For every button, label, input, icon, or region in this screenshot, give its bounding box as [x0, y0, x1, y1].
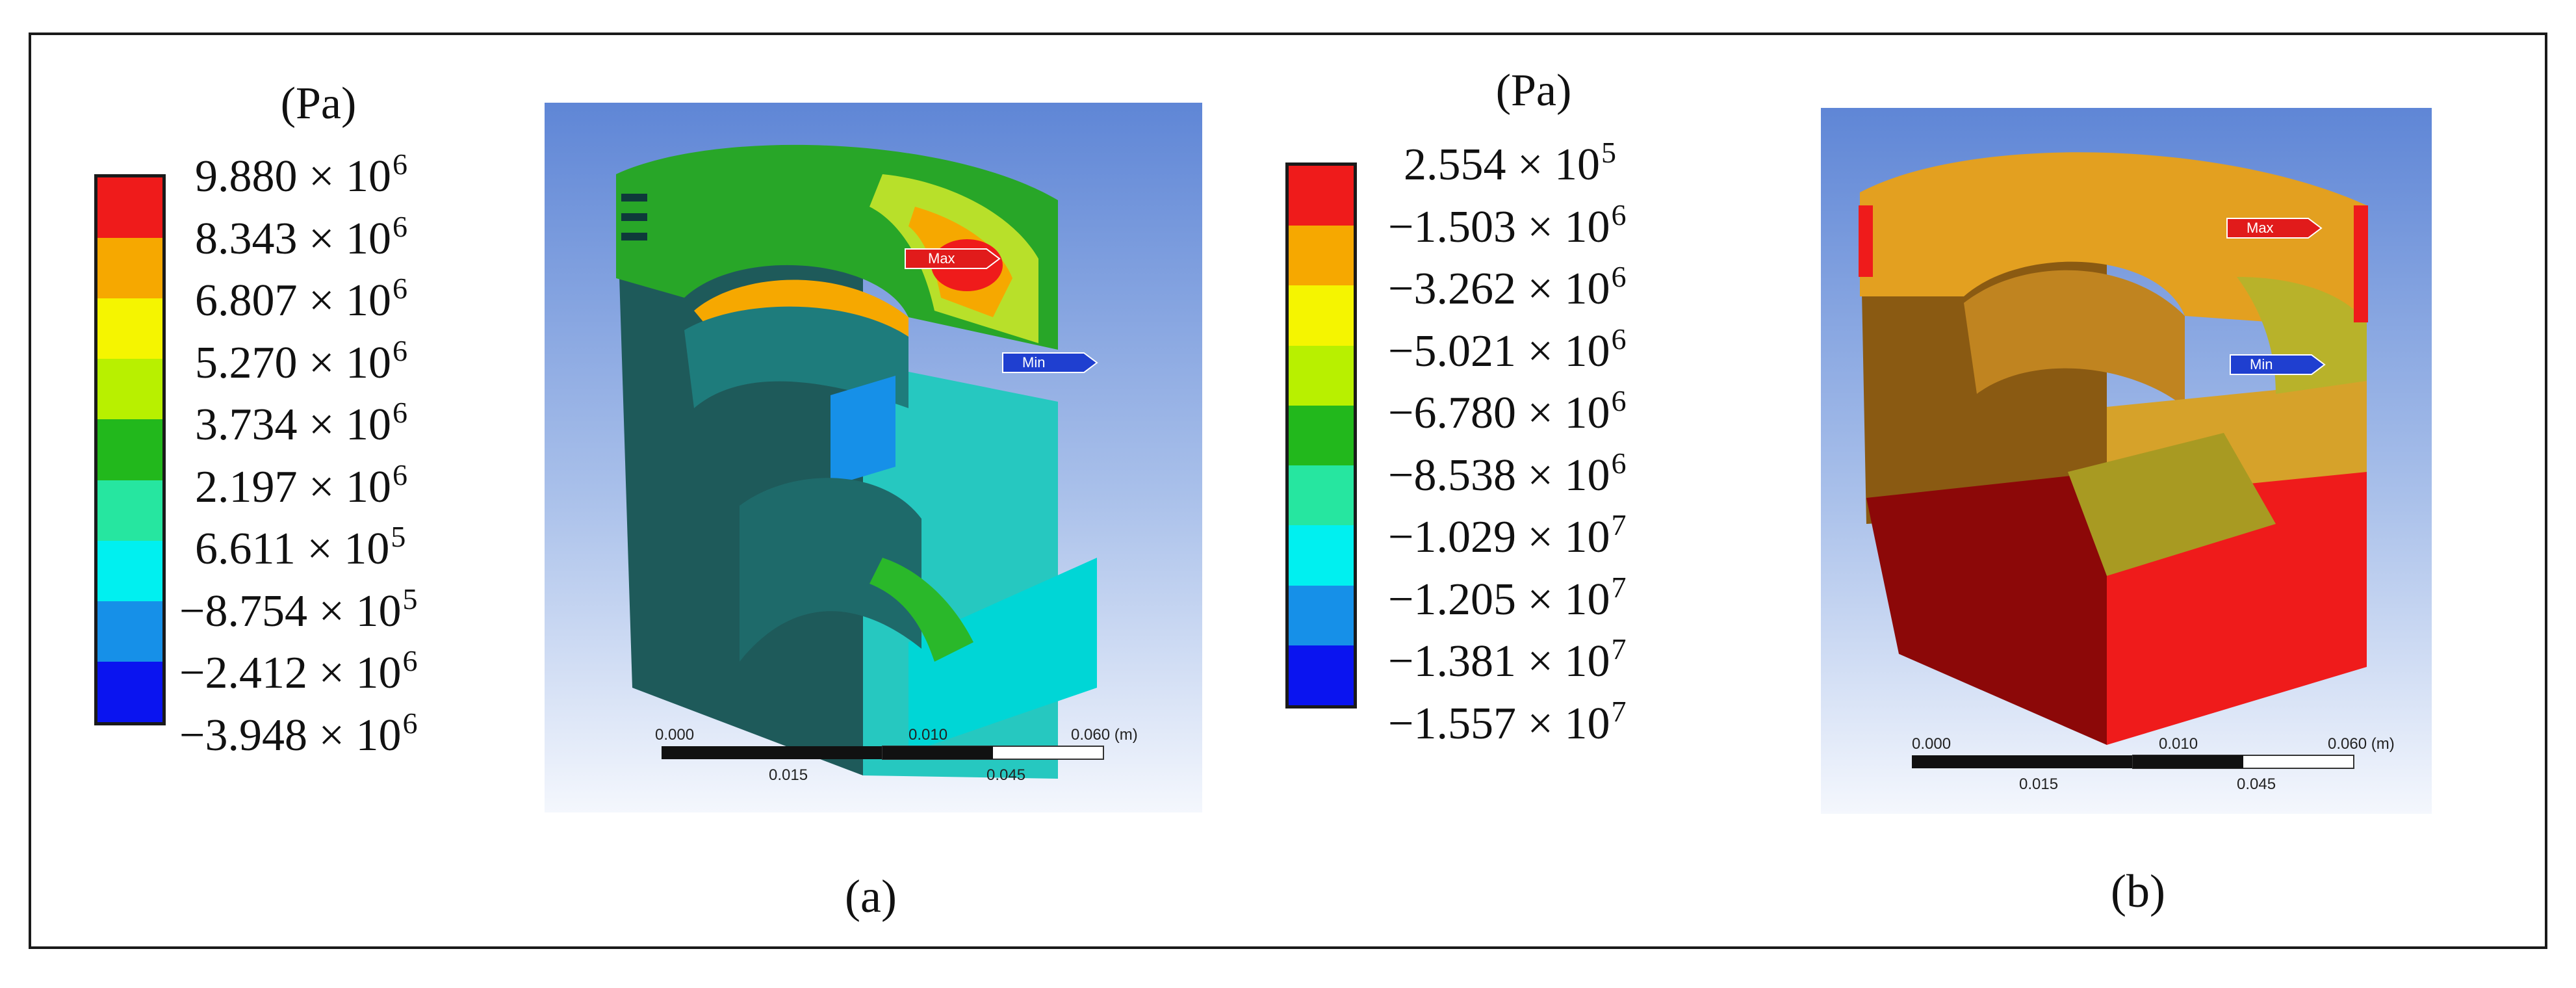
colorbar-swatch: [1289, 226, 1354, 286]
colorbar-swatch: [1289, 645, 1354, 705]
scale-tick-0: 0.000: [1912, 735, 1951, 753]
scale-tick-045: 0.045: [2237, 775, 2276, 793]
legend-label: 5.270 × 106: [195, 333, 407, 388]
stress-contour-model-b: Max Min 0.000 0.010 0.060 (m) 0.015 0.04…: [1821, 108, 2432, 814]
caption-b: (b): [2111, 865, 2165, 917]
legend-unit-a: (Pa): [280, 79, 357, 129]
legend-label: 6.807 × 106: [195, 272, 407, 326]
svg-text:Max: Max: [928, 250, 955, 266]
scale-tick-010: 0.010: [2159, 735, 2198, 753]
scale-tick-045: 0.045: [986, 766, 1025, 784]
colorbar-swatch: [97, 540, 162, 601]
legend-label: −8.754 × 105: [179, 582, 418, 636]
max-marker-a: Max: [905, 248, 1001, 269]
caption-a: (a): [845, 870, 897, 922]
colorbar-swatch: [97, 359, 162, 420]
legend-label: −6.780 × 106: [1388, 384, 1627, 438]
colorbar-swatch: [97, 480, 162, 541]
scale-tick-015: 0.015: [769, 766, 808, 784]
colorbar-b: [1285, 162, 1357, 708]
colorbar-swatch: [97, 238, 162, 299]
legend-label: −1.503 × 106: [1388, 198, 1627, 252]
colorbar-swatch: [97, 177, 162, 239]
legend-label: −1.029 × 107: [1388, 508, 1627, 562]
legend-label: 8.343 × 106: [195, 209, 407, 264]
colorbar-swatch: [1289, 285, 1354, 346]
max-marker-b: Max: [2226, 218, 2323, 239]
legend-label: −3.262 × 106: [1388, 260, 1627, 314]
colorbar-swatch: [1289, 585, 1354, 645]
legend-label: 2.197 × 106: [195, 458, 407, 512]
scale-tick-0: 0.000: [655, 726, 694, 744]
colorbar-swatch: [97, 419, 162, 480]
colorbar-swatch: [1289, 465, 1354, 526]
colorbar-swatch: [1289, 405, 1354, 466]
figure-frame: [29, 32, 2547, 949]
colorbar-swatch: [1289, 525, 1354, 586]
legend-label: −3.948 × 106: [179, 706, 418, 760]
colorbar-swatch: [1289, 345, 1354, 406]
colorbar-swatch: [97, 298, 162, 359]
min-marker-b: Min: [2230, 354, 2326, 375]
min-marker-a: Min: [1002, 352, 1098, 373]
scale-tick-060: 0.060 (m): [2328, 735, 2395, 753]
scale-tick-015: 0.015: [2019, 775, 2058, 793]
legend-label: −8.538 × 106: [1388, 446, 1627, 500]
svg-text:Min: Min: [2250, 356, 2273, 372]
stress-contour-model-a: Max Min 0.000 0.010 0.060 (m) 0.015 0.04…: [545, 103, 1202, 812]
legend-label: −1.557 × 107: [1388, 694, 1627, 749]
legend-label: 3.734 × 106: [195, 396, 407, 450]
colorbar-swatch: [1289, 166, 1354, 226]
legend-label: 2.554 × 105: [1404, 136, 1616, 190]
legend-label: −1.205 × 107: [1388, 570, 1627, 625]
svg-text:Min: Min: [1022, 354, 1045, 370]
scale-bar-a: 0.000 0.010 0.060 (m) 0.015 0.045: [655, 726, 1138, 784]
scale-tick-010: 0.010: [908, 726, 947, 744]
colorbar-a: [94, 174, 166, 725]
legend-label: −5.021 × 106: [1388, 322, 1627, 376]
legend-label: −2.412 × 106: [179, 644, 418, 698]
legend-label: 9.880 × 106: [195, 148, 407, 202]
legend-label: 6.611 × 105: [195, 520, 406, 574]
scale-tick-060: 0.060 (m): [1071, 726, 1138, 744]
legend-unit-b: (Pa): [1495, 66, 1572, 116]
legend-label: −1.381 × 107: [1388, 632, 1627, 686]
scale-bar-b: 0.000 0.010 0.060 (m) 0.015 0.045: [1912, 735, 2395, 793]
svg-text:Max: Max: [2247, 220, 2274, 236]
colorbar-swatch: [97, 601, 162, 662]
colorbar-swatch: [97, 661, 162, 722]
